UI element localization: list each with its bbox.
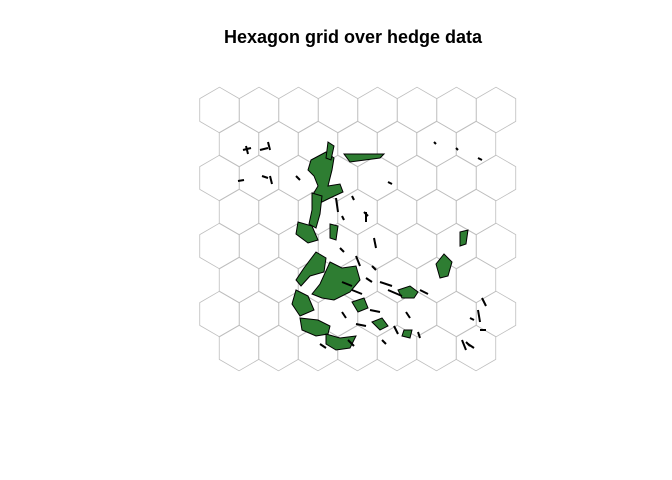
hexagon-cell	[258, 120, 299, 168]
hedge-polygon	[435, 253, 453, 279]
hedge-line	[355, 255, 361, 267]
hedge-line	[237, 179, 245, 182]
hedge-polygon	[295, 221, 319, 244]
hedge-polygon	[308, 192, 323, 229]
hedge-line	[393, 325, 399, 335]
hexagon-cell	[416, 120, 457, 168]
hedge-polygon	[329, 223, 339, 241]
hexagon-cell	[218, 324, 260, 372]
hedge-line	[347, 339, 355, 347]
hexagon-cell	[258, 188, 299, 236]
hedge-line	[295, 175, 301, 181]
hexagon-cell	[396, 154, 438, 202]
hedge-line	[373, 237, 377, 249]
hexagon-cell	[396, 86, 438, 134]
hexagon-cell	[357, 154, 398, 202]
hedge-polygon	[311, 261, 361, 301]
hedge-line	[245, 145, 249, 155]
hexagon-cell	[475, 154, 517, 202]
hexagon-cell	[376, 188, 418, 236]
hedge-line	[269, 175, 273, 185]
hedge-features	[237, 141, 487, 351]
hexagon-cell	[199, 290, 240, 338]
hexagon-cell	[357, 86, 398, 134]
hedge-line	[369, 309, 381, 313]
hedge-line	[341, 215, 345, 221]
hedge-line	[417, 331, 421, 339]
hexagon-cell	[357, 222, 398, 270]
hedge-polygon	[325, 333, 357, 351]
hedge-polygon	[401, 329, 413, 339]
hedge-line	[319, 343, 327, 349]
hedge-polygon	[325, 141, 335, 161]
hexagon-cell	[475, 222, 517, 270]
hedge-line	[481, 297, 487, 307]
hedge-line	[433, 141, 437, 145]
hexagon-cell	[396, 222, 438, 270]
hedge-line	[261, 175, 269, 179]
hexagon-cell	[218, 188, 260, 236]
hedge-line	[341, 311, 347, 319]
hedge-polygon	[295, 251, 327, 287]
hexagon-cell	[475, 86, 517, 134]
hedge-polygon	[307, 151, 344, 205]
hexagon-cell	[258, 324, 299, 372]
plot-title: Hexagon grid over hedge data	[223, 27, 483, 47]
hexagon-cell	[238, 154, 280, 202]
hedge-polygon	[291, 289, 315, 317]
hedge-line	[455, 147, 459, 151]
hedge-line	[267, 141, 271, 151]
hexagon-cell	[258, 256, 299, 304]
hexagon-cell	[238, 222, 280, 270]
hexagon-cell	[337, 188, 378, 236]
hexagon-cell	[199, 154, 240, 202]
hedge-polygon	[343, 153, 386, 163]
hexagon-cell	[436, 154, 477, 202]
hexagon-cell	[455, 256, 497, 304]
hexagon-cell	[455, 324, 497, 372]
hedge-line	[379, 281, 393, 287]
hexagon-cell	[199, 222, 240, 270]
hedge-line	[469, 317, 475, 321]
hedge-line	[477, 309, 481, 323]
hexagon-cell	[218, 256, 260, 304]
hedge-line	[351, 289, 363, 295]
hedge-line	[477, 157, 483, 161]
hexagon-cell	[238, 290, 280, 338]
hexagon-cell	[416, 188, 457, 236]
hexagon-cell	[416, 324, 457, 372]
hedge-line	[371, 265, 377, 271]
hedge-polygon	[371, 317, 389, 331]
hexagon-cell	[455, 120, 497, 168]
hedge-polygon	[351, 297, 369, 313]
hedge-line	[365, 277, 373, 283]
hedge-line	[461, 339, 467, 351]
hexagon-cell	[436, 86, 477, 134]
hedge-line	[405, 311, 411, 319]
hedge-line	[381, 339, 387, 345]
hedge-polygon	[299, 317, 331, 337]
hexagon-cell	[199, 86, 240, 134]
hexagon-cell	[455, 188, 497, 236]
hedge-polygon	[459, 229, 469, 247]
hedge-line	[339, 247, 345, 253]
hexagon-cell	[278, 86, 319, 134]
hedge-line	[335, 197, 339, 213]
hexagon-cell	[218, 120, 260, 168]
hedge-line	[419, 289, 429, 295]
hedge-line	[355, 323, 367, 327]
hedge-line	[467, 343, 475, 349]
hexagon-cell	[376, 120, 418, 168]
hedge-line	[351, 195, 355, 201]
hedge-line	[387, 181, 393, 185]
hedge-line	[387, 289, 403, 297]
hexagon-cell	[317, 86, 359, 134]
hexagon-grid	[199, 86, 517, 372]
hexagon-cell	[436, 290, 477, 338]
hedge-line	[341, 281, 353, 287]
hedge-line	[259, 147, 269, 151]
hexagon-cell	[238, 86, 280, 134]
